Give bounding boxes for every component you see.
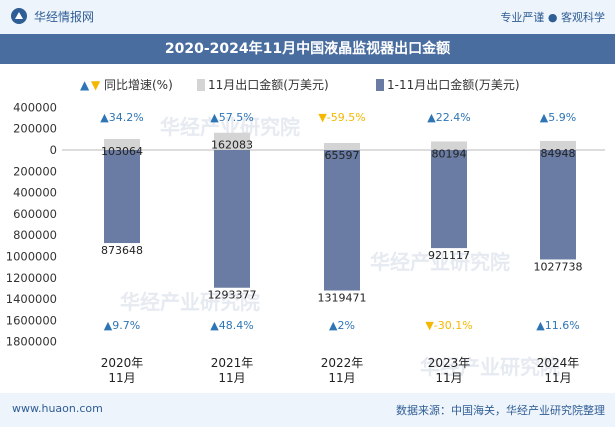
y-tick-label: 400000 [13, 186, 57, 200]
watermark-text: 华经产业研究院 [370, 250, 510, 274]
bar-cumulative [104, 150, 140, 244]
legend-down-triangle-icon: ▼ [91, 78, 101, 92]
footer: www.huaon.com 数据来源：中国海关，华经产业研究院整理 [0, 393, 615, 427]
x-tick-label: 2021年 11月 [211, 356, 254, 385]
y-tick-label: 1400000 [6, 292, 57, 306]
monthly-growth-label: ▼-59.5% [318, 111, 365, 124]
data-source: 数据来源：中国海关，华经产业研究院整理 [396, 404, 605, 417]
cumulative-value-label: 1293377 [208, 289, 257, 302]
top-bar: 华经情报网 专业严谨 ● 客观科学 [0, 0, 615, 34]
chart: ▲ ▼ 同比增速(%) 11月出口金额(万美元) 1-11月出口金额(万美元) 华经产业… [6, 77, 605, 385]
chart-title: 2020-2024年11月中国液晶监视器出口金额 [0, 34, 615, 64]
cumulative-value-label: 921117 [428, 249, 470, 262]
y-tick-label: 1200000 [6, 271, 57, 285]
bar-cumulative [214, 150, 250, 288]
y-tick-label: 1800000 [6, 335, 57, 349]
x-axis: 2020年 11月 2021年 11月 2022年 11月 2023年 11月 2024年 11月 [101, 356, 580, 385]
y-tick-label: 200000 [13, 122, 57, 136]
y-tick-label: 200000 [13, 164, 57, 178]
cumulative-value-label: 1319471 [318, 292, 367, 305]
bar-cumulative [324, 150, 360, 291]
huajing-logo-icon [11, 8, 27, 24]
monthly-value-label: 84948 [541, 147, 576, 160]
y-tick-label: 400000 [13, 100, 57, 114]
x-tick-label: 2020年 11月 [101, 356, 144, 385]
monthly-value-label: 103064 [101, 145, 143, 158]
monthly-growth-label: ▲22.4% [427, 111, 470, 124]
y-tick-label: 600000 [13, 207, 57, 221]
monthly-growth-label: ▲34.2% [100, 111, 143, 124]
website-link[interactable]: www.huaon.com [12, 402, 103, 415]
y-tick-label: 1600000 [6, 313, 57, 327]
legend-monthly-label: 11月出口金额(万美元) [208, 77, 329, 92]
monthly-value-label: 80194 [432, 147, 467, 160]
watermark-text: 华经产业研究院 [120, 290, 260, 314]
bar-monthly [214, 132, 250, 150]
bar-cumulative [540, 150, 576, 260]
legend-monthly-swatch [197, 79, 205, 91]
monthly-growth-label: ▲5.9% [540, 111, 576, 124]
cumulative-value-label: 1027738 [534, 260, 583, 273]
data-labels: 103064 873648 ▲34.2% ▲9.7% 162083 1293377 ▲57.… [100, 111, 582, 332]
y-tick-label: 800000 [13, 228, 57, 242]
legend: ▲ ▼ 同比增速(%) 11月出口金额(万美元) 1-11月出口金额(万美元) [80, 77, 520, 92]
monthly-growth-label: ▲57.5% [210, 111, 253, 124]
cumulative-growth-label: ▲48.4% [210, 319, 253, 332]
x-tick-label: 2023年 11月 [428, 356, 471, 385]
bars [104, 132, 576, 291]
bar-monthly [540, 140, 576, 150]
monthly-value-label: 162083 [211, 139, 253, 152]
y-axis: 400000 200000 0 200000 400000 600000 800000 100… [6, 100, 605, 349]
bar-monthly [324, 143, 360, 150]
legend-cumulative-swatch [376, 79, 384, 91]
cumulative-growth-label: ▼-30.1% [425, 319, 472, 332]
watermark-text: 华经产业研究院 [420, 355, 560, 379]
legend-cumulative-label: 1-11月出口金额(万美元) [387, 77, 520, 92]
x-tick-label: 2024年 11月 [537, 356, 580, 385]
x-tick-label: 2022年 11月 [321, 356, 364, 385]
brand: 华经情报网 [10, 7, 94, 25]
cumulative-growth-label: ▲11.6% [536, 319, 579, 332]
cumulative-growth-label: ▲9.7% [104, 319, 140, 332]
legend-up-triangle-icon: ▲ [80, 78, 90, 92]
monthly-value-label: 65597 [325, 149, 360, 162]
tagline: 专业严谨 ● 客观科学 [500, 11, 605, 24]
cumulative-growth-label: ▲2% [329, 319, 355, 332]
y-tick-label: 1000000 [6, 250, 57, 264]
brand-name: 华经情报网 [34, 9, 95, 24]
bar-monthly [104, 139, 140, 150]
bar-monthly [431, 141, 467, 150]
y-tick-label: 0 [50, 143, 57, 157]
legend-growth-label: 同比增速(%) [104, 78, 173, 92]
cumulative-value-label: 873648 [101, 244, 143, 257]
bar-cumulative [431, 150, 467, 249]
